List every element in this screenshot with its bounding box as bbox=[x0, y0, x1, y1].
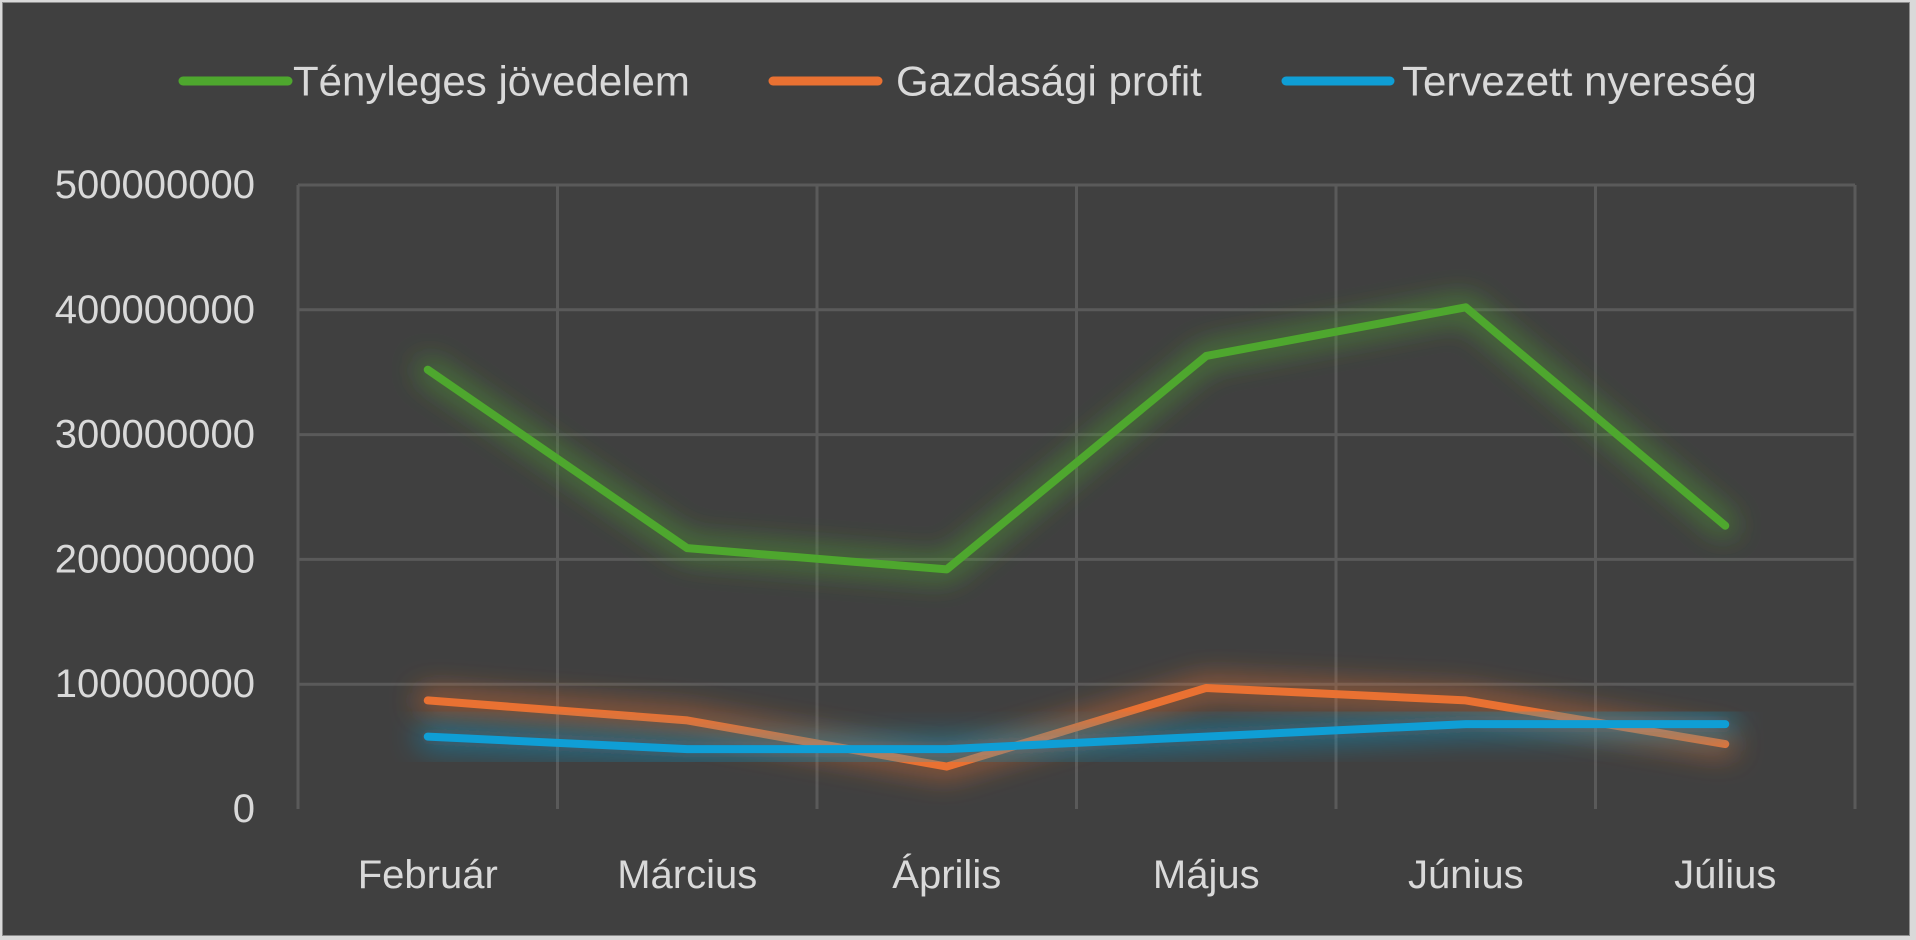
series-line bbox=[423, 720, 1730, 754]
y-tick-label: 500000000 bbox=[55, 163, 255, 207]
x-tick-label: Március bbox=[617, 853, 757, 897]
series-2 bbox=[416, 676, 1737, 778]
x-tick-label: Június bbox=[1408, 853, 1524, 897]
y-tick-label: 400000000 bbox=[55, 288, 255, 332]
x-tick-label: Február bbox=[358, 853, 498, 897]
plot-series bbox=[416, 296, 1737, 778]
legend: Tényleges jövedelem Gazdasági profit Terve… bbox=[178, 58, 1757, 105]
y-tick-label: 200000000 bbox=[55, 537, 255, 581]
y-tick-label: 0 bbox=[233, 787, 255, 831]
x-axis-tick-labels: Február Március Április Május Június Július bbox=[358, 852, 1777, 897]
x-tick-label: Április bbox=[892, 852, 1001, 897]
series-1 bbox=[416, 296, 1737, 581]
y-tick-label: 300000000 bbox=[55, 413, 255, 457]
x-tick-label: Május bbox=[1153, 853, 1260, 897]
legend-item[interactable]: Gazdasági profit bbox=[768, 58, 1202, 105]
legend-label: Gazdasági profit bbox=[896, 58, 1202, 105]
legend-label: Tervezett nyereség bbox=[1402, 58, 1757, 105]
x-tick-label: Július bbox=[1674, 853, 1776, 897]
legend-label: Tényleges jövedelem bbox=[293, 58, 690, 105]
y-axis-tick-labels: 0 100000000 200000000 300000000 400000000 500… bbox=[55, 163, 255, 831]
series-line bbox=[423, 683, 1730, 771]
series-line bbox=[423, 303, 1730, 574]
legend-item[interactable]: Tervezett nyereség bbox=[1281, 58, 1757, 105]
y-tick-label: 100000000 bbox=[55, 662, 255, 706]
gridlines bbox=[296, 183, 1857, 809]
legend-item[interactable]: Tényleges jövedelem bbox=[178, 58, 690, 105]
series-3 bbox=[416, 713, 1737, 761]
line-chart: 0 100000000 200000000 300000000 400000000 500… bbox=[55, 58, 1857, 897]
